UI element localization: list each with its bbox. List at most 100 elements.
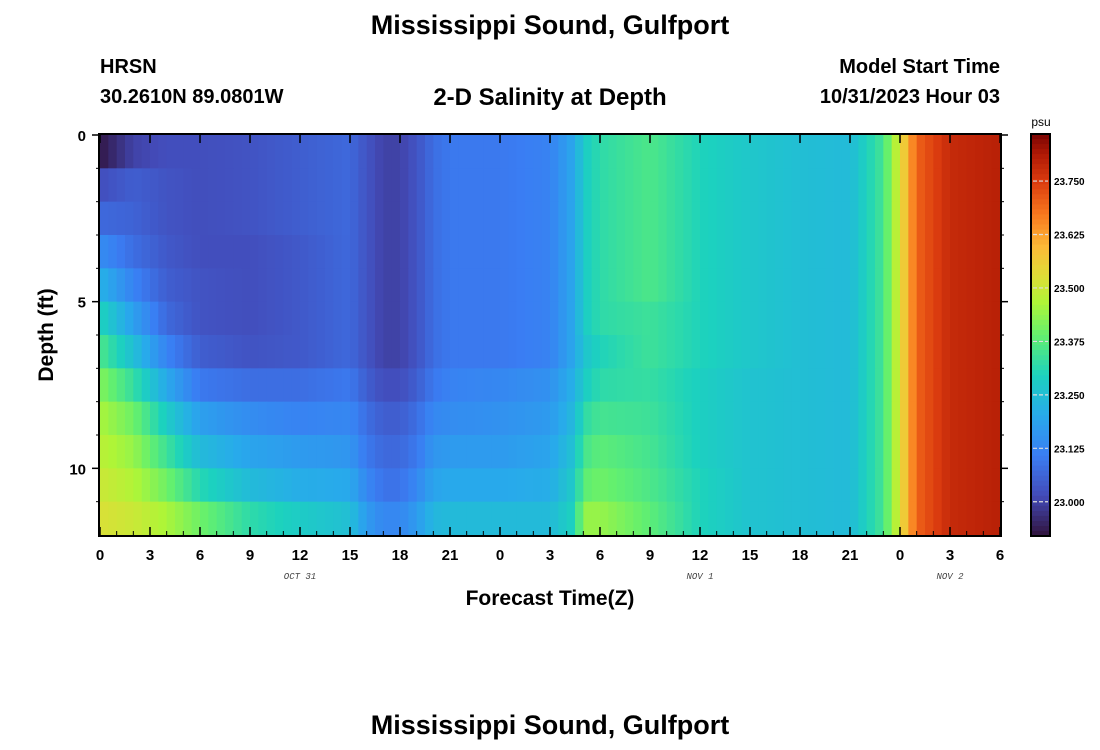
- heatmap-cell: [558, 201, 568, 236]
- heatmap-cell: [758, 401, 768, 436]
- colorbar-swatch: [1031, 329, 1050, 336]
- heatmap-cell: [258, 268, 268, 303]
- heatmap-cell: [358, 168, 368, 203]
- heatmap-cell: [866, 201, 876, 236]
- heatmap-cell: [158, 168, 168, 203]
- heatmap-cell: [791, 435, 801, 469]
- heatmap-cell: [291, 168, 301, 203]
- heatmap-cell: [575, 335, 584, 369]
- colorbar-swatch: [1031, 229, 1050, 236]
- heatmap-cell: [441, 168, 451, 203]
- colorbar-tick-label: 23.500: [1054, 284, 1085, 295]
- heatmap-cell: [416, 501, 426, 535]
- heatmap-cell: [441, 335, 451, 369]
- heatmap-cell: [300, 201, 309, 236]
- heatmap-cell: [500, 368, 509, 403]
- heatmap-cell: [583, 201, 593, 236]
- heatmap-cell: [716, 401, 726, 436]
- x-tick-label: 6: [996, 547, 1004, 564]
- heatmap-cell: [875, 468, 884, 503]
- heatmap-cell: [675, 235, 684, 269]
- heatmap-cell: [725, 435, 734, 469]
- heatmap-cell: [708, 501, 718, 535]
- heatmap-cell: [216, 401, 226, 436]
- colorbar-swatch: [1031, 365, 1050, 371]
- colorbar-swatch: [1031, 149, 1050, 155]
- heatmap-cell: [891, 368, 901, 403]
- heatmap-cell: [933, 201, 943, 236]
- colorbar-swatch: [1031, 294, 1050, 301]
- heatmap-cell: [741, 501, 751, 535]
- heatmap-cell: [816, 301, 826, 336]
- y-tick-label: 0: [78, 128, 86, 145]
- heatmap-cell: [741, 268, 751, 303]
- heatmap-cell: [408, 468, 418, 503]
- heatmap-cell: [858, 335, 868, 369]
- heatmap-cell: [350, 268, 359, 303]
- colorbar-swatch: [1031, 505, 1050, 512]
- heatmap-cell: [833, 335, 843, 369]
- heatmap-cell: [625, 435, 634, 469]
- heatmap-cell: [100, 468, 109, 503]
- heatmap-cell: [558, 468, 568, 503]
- heatmap-cell: [658, 301, 668, 336]
- colorbar-unit: psu: [1031, 115, 1050, 129]
- heatmap-cell: [366, 468, 376, 503]
- colorbar: 23.000 23.125 23.250 23.375 23.500 23.625 23.7…: [1030, 133, 1085, 537]
- heatmap-cell: [991, 201, 1000, 236]
- heatmap-cell: [758, 301, 768, 336]
- heatmap-cell: [916, 235, 926, 269]
- heatmap-cell: [541, 201, 551, 236]
- heatmap-cell: [850, 435, 859, 469]
- heatmap-cell: [925, 301, 934, 336]
- heatmap-cell: [958, 401, 968, 436]
- colorbar-swatch: [1031, 274, 1050, 281]
- heatmap-cell: [225, 335, 234, 369]
- heatmap-cell: [116, 501, 126, 535]
- heatmap-cell: [275, 268, 284, 303]
- heatmap-cell: [425, 201, 434, 236]
- heatmap-cell: [825, 435, 834, 469]
- heatmap-cell: [400, 301, 409, 336]
- heatmap-cell: [458, 335, 468, 369]
- heatmap-cell: [308, 468, 318, 503]
- heatmap-cell: [791, 168, 801, 203]
- heatmap-cell: [166, 201, 176, 236]
- heatmap-cell: [575, 435, 584, 469]
- heatmap-cell: [950, 135, 959, 169]
- heatmap-cell: [375, 268, 384, 303]
- heatmap-cell: [450, 235, 459, 269]
- heatmap-cell: [650, 168, 659, 203]
- heatmap-cell: [716, 435, 726, 469]
- heatmap-cell: [900, 235, 909, 269]
- heatmap-cell: [733, 268, 743, 303]
- heatmap-cell: [625, 235, 634, 269]
- heatmap-cell: [416, 201, 426, 236]
- heatmap-cell: [508, 201, 518, 236]
- station-id: HRSN: [100, 56, 157, 78]
- heatmap-cell: [291, 235, 301, 269]
- heatmap-cell: [458, 401, 468, 436]
- heatmap-cell: [375, 401, 384, 436]
- heatmap-cell: [341, 301, 351, 336]
- heatmap-cell: [416, 401, 426, 436]
- axis-ticks: 0 3 6 9 12 15 18 21 0 3 6 9 12 15 18 21 0 3 6 OCT 31 NOV 1 NO…: [69, 128, 1008, 582]
- heatmap-cell: [350, 401, 359, 436]
- heatmap-cell: [875, 135, 884, 169]
- heatmap-cell: [858, 235, 868, 269]
- heatmap-cell: [750, 435, 759, 469]
- heatmap-cell: [950, 235, 959, 269]
- heatmap-cell: [566, 501, 576, 535]
- heatmap-cell: [166, 268, 176, 303]
- heatmap-cell: [291, 501, 301, 535]
- heatmap-cell: [933, 401, 943, 436]
- heatmap-cell: [150, 268, 159, 303]
- heatmap-cell: [108, 201, 118, 236]
- heatmap-cell: [508, 468, 518, 503]
- heatmap-cell: [341, 401, 351, 436]
- heatmap-cell: [325, 301, 334, 336]
- heatmap-cell: [633, 201, 643, 236]
- heatmap-cell: [550, 501, 559, 535]
- heatmap-cell: [466, 135, 476, 169]
- heatmap-cell: [341, 368, 351, 403]
